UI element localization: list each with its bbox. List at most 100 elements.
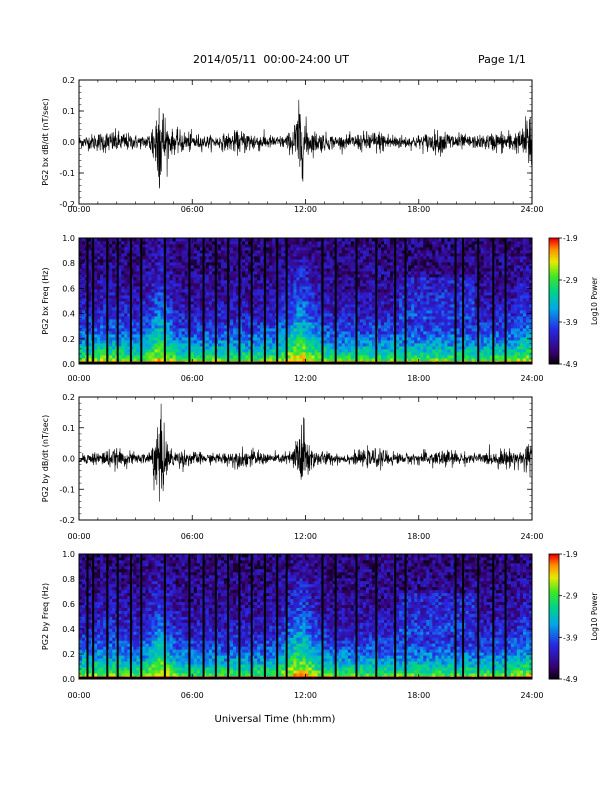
- spectrogram-cell: [82, 325, 86, 329]
- spectrogram-cell: [223, 304, 228, 308]
- spectrogram-cell: [269, 286, 273, 290]
- spectrogram-cell: [335, 349, 340, 353]
- spectrogram-cell: [350, 322, 355, 326]
- spectrogram-cell: [402, 313, 406, 317]
- spectrogram-cell: [217, 352, 222, 356]
- spectrogram-cell: [396, 253, 400, 257]
- spectrogram-cell: [118, 265, 122, 269]
- spectrogram-cell: [338, 238, 343, 242]
- spectrogram-cell: [347, 334, 352, 338]
- spectrogram-cell: [335, 256, 340, 260]
- spectrogram-cell: [387, 256, 391, 260]
- spectrogram-cell: [308, 295, 312, 299]
- spectrogram-cell: [154, 358, 158, 362]
- spectrogram-cell: [205, 328, 210, 332]
- spectrogram-cell: [233, 268, 237, 272]
- spectrogram-cell: [118, 343, 122, 347]
- spectrogram-cell: [335, 286, 340, 290]
- spectrogram-cell: [245, 325, 249, 329]
- spectrogram-cell: [405, 307, 409, 311]
- spectrogram-cell: [242, 286, 246, 290]
- spectrogram-cell: [377, 304, 382, 308]
- spectrogram-cell: [402, 334, 406, 338]
- spectrogram-cell: [408, 262, 412, 266]
- spectrogram-cell: [166, 277, 170, 281]
- spectrogram-cell: [109, 256, 113, 260]
- spectrogram-cell: [169, 349, 174, 353]
- spectrogram-cell: [160, 301, 164, 305]
- spectrogram-cell: [305, 358, 309, 362]
- spectrogram-cell: [181, 265, 186, 269]
- spectrogram-cell: [199, 301, 204, 305]
- spectrogram-cell: [157, 301, 161, 305]
- spectrogram-cell: [260, 259, 264, 263]
- spectrogram-cell: [426, 298, 430, 302]
- spectrogram-cell: [387, 355, 391, 359]
- spectrogram-cell: [426, 286, 430, 290]
- spectrogram-cell: [217, 313, 222, 317]
- spectrogram-cell: [408, 337, 412, 341]
- spectrogram-cell: [160, 295, 164, 299]
- spectrogram-cell: [248, 322, 252, 326]
- spectrogram-cell: [299, 316, 303, 320]
- spectrogram-cell: [254, 304, 258, 308]
- spectrogram-cell: [121, 310, 125, 314]
- spectrogram-cell: [217, 349, 222, 353]
- spectrogram-cell: [426, 244, 430, 248]
- spectrogram-cell: [118, 301, 122, 305]
- spectrogram-cell: [347, 328, 352, 332]
- spectrogram-cell: [97, 319, 101, 323]
- spectrogram-cell: [196, 349, 201, 353]
- spectrogram-cell: [396, 328, 400, 332]
- spectrogram-cell: [362, 277, 367, 281]
- spectrogram-cell: [290, 319, 294, 323]
- spectrogram-cell: [341, 265, 346, 269]
- y-tick-label: 0.1: [62, 107, 75, 116]
- spectrogram-cell: [97, 292, 101, 296]
- spectrogram-cell: [302, 247, 306, 251]
- spectrogram-cell: [118, 277, 122, 281]
- spectrogram-cell: [127, 325, 131, 329]
- spectrogram-cell: [332, 298, 337, 302]
- spectrogram-cell: [223, 283, 228, 287]
- spectrogram-cell: [302, 322, 306, 326]
- spectrogram-cell: [199, 298, 204, 302]
- spectrogram-cell: [148, 256, 152, 260]
- spectrogram-cell: [142, 262, 146, 266]
- spectrogram-cell: [296, 301, 300, 305]
- spectrogram-cell: [414, 286, 418, 290]
- spectrogram-cell: [408, 328, 412, 332]
- spectrogram-cell: [230, 352, 234, 356]
- spectrogram-cell: [181, 244, 186, 248]
- spectrogram-cell: [323, 238, 328, 242]
- spectrogram-cell: [411, 352, 415, 356]
- spectrogram-cell: [302, 304, 306, 308]
- spectrogram-cell: [217, 265, 222, 269]
- spectrogram-cell: [344, 241, 349, 245]
- spectrogram-cell: [326, 268, 331, 272]
- spectrogram-cell: [423, 310, 427, 314]
- spectrogram-cell: [293, 322, 297, 326]
- spectrogram-cell: [296, 343, 300, 347]
- spectrogram-cell: [293, 352, 297, 356]
- spectrogram-cell: [223, 343, 228, 347]
- spectrogram-cell: [130, 301, 134, 305]
- spectrogram-cell: [362, 283, 367, 287]
- spectrogram-cell: [362, 331, 367, 335]
- spectrogram-cell: [423, 253, 427, 257]
- spectrogram-cell: [190, 244, 195, 248]
- spectrogram-cell: [166, 337, 170, 341]
- spectrogram-cell: [377, 313, 382, 317]
- spectrogram-cell: [151, 283, 155, 287]
- spectrogram-cell: [384, 277, 388, 281]
- spectrogram-cell: [205, 244, 210, 248]
- spectrogram-cell: [196, 292, 201, 296]
- spectrogram-cell: [239, 313, 243, 317]
- spectrogram-cell: [293, 325, 297, 329]
- spectrogram-cell: [347, 337, 352, 341]
- spectrogram-cell: [184, 346, 189, 350]
- spectrogram-cell: [130, 346, 134, 350]
- spectrogram-cell: [278, 304, 282, 308]
- spectrogram-cell: [332, 292, 337, 296]
- spectrogram-cell: [399, 256, 403, 260]
